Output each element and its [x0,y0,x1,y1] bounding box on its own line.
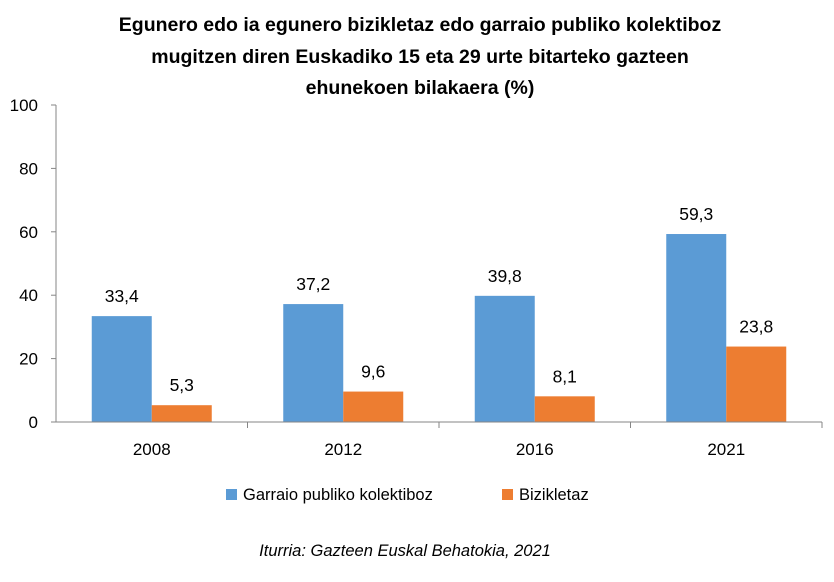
chart-title-line: mugitzen diren Euskadiko 15 eta 29 urte … [151,46,689,68]
y-tick-label: 60 [19,223,38,242]
data-label: 33,4 [105,286,139,306]
x-tick-label: 2021 [707,440,745,459]
bar-bizikletaz [151,405,212,422]
legend-swatch [226,489,237,500]
bar-garraio [283,304,344,422]
data-label: 23,8 [739,317,773,337]
data-label: 5,3 [170,375,194,395]
data-label: 9,6 [361,362,385,382]
y-tick-label: 20 [19,350,38,369]
chart-title-line: ehunekoen bilakaera (%) [306,77,535,99]
legend-label: Garraio publiko kolektiboz [243,486,433,504]
data-label: 8,1 [553,366,577,386]
bar-garraio [474,295,535,422]
data-label: 37,2 [296,274,330,294]
bar-bizikletaz [343,391,404,422]
chart-title-line: Egunero edo ia egunero bizikletaz edo ga… [119,14,722,36]
legend-label: Bizikletaz [519,486,589,504]
y-tick-label: 100 [10,96,38,115]
x-tick-label: 2012 [324,440,362,459]
bar-garraio [91,316,152,422]
source-note: Iturria: Gazteen Euskal Behatokia, 2021 [259,542,551,560]
y-tick-label: 40 [19,286,38,305]
bar-bizikletaz [534,396,595,422]
x-tick-label: 2008 [133,440,171,459]
legend-swatch [502,489,513,500]
y-tick-label: 80 [19,159,38,178]
data-label: 39,8 [488,266,522,286]
bar-bizikletaz [726,346,787,422]
bar-garraio [666,234,727,422]
x-tick-label: 2016 [516,440,554,459]
data-label: 59,3 [679,204,713,224]
y-tick-label: 0 [29,413,38,432]
